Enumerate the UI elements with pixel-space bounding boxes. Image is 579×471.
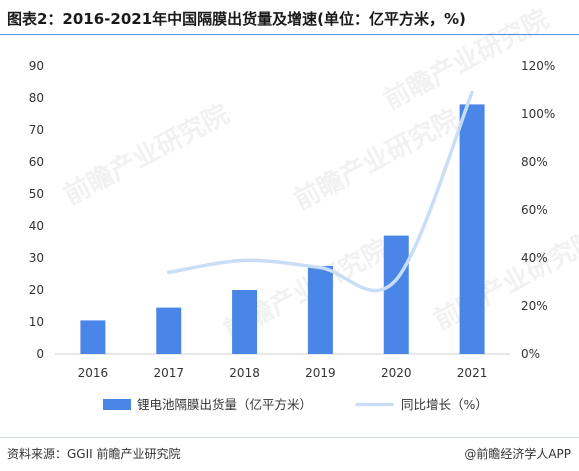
x-axis-ticks: 2016 2017 2018 2019 2020 2021 [78, 366, 488, 380]
x-tick-label: 2017 [153, 366, 184, 380]
right-tick-label: 80% [521, 155, 548, 169]
x-tick-label: 2019 [305, 366, 336, 380]
right-tick-label: 120% [521, 59, 555, 73]
title-divider [0, 34, 579, 35]
watermark-text: 前瞻产业研究院 [289, 103, 464, 216]
left-tick-label: 70 [29, 123, 44, 137]
right-axis-ticks: 0% 20% 40% 60% 80% 100% 120% [521, 59, 555, 361]
legend-bar-label: 锂电池隔膜出货量（亿平方米） [137, 397, 312, 412]
legend-line-label: 同比增长（%） [401, 397, 488, 412]
x-tick-label: 2018 [229, 366, 260, 380]
bar-2016 [80, 320, 106, 354]
bar-2020 [383, 235, 409, 354]
left-tick-label: 30 [29, 251, 44, 265]
line-series [167, 90, 474, 293]
right-tick-label: 40% [521, 251, 548, 265]
legend: 锂电池隔膜出货量（亿平方米） 同比增长（%） [103, 397, 488, 412]
left-tick-label: 20 [29, 283, 44, 297]
left-tick-label: 80 [29, 91, 44, 105]
brand-label: @前瞻经济学人APP [464, 447, 571, 461]
x-tick-label: 2016 [78, 366, 109, 380]
right-tick-label: 0% [521, 347, 540, 361]
bar-2018 [232, 290, 258, 354]
footer-divider [0, 437, 579, 438]
chart-title: 图表2：2016-2021年中国隔膜出货量及增速(单位：亿平方米，%) [7, 10, 466, 28]
left-tick-label: 40 [29, 219, 44, 233]
bar-2019 [307, 266, 333, 354]
right-tick-label: 20% [521, 299, 548, 313]
x-tick-label: 2021 [457, 366, 488, 380]
left-tick-label: 90 [29, 59, 44, 73]
growth-line [167, 90, 474, 293]
x-tick-label: 2020 [381, 366, 412, 380]
watermark-text: 前瞻产业研究院 [429, 223, 579, 336]
watermark-text: 前瞻产业研究院 [59, 98, 234, 211]
right-tick-label: 60% [521, 203, 548, 217]
bar-2017 [156, 307, 182, 354]
left-tick-label: 10 [29, 315, 44, 329]
bar-series [80, 104, 485, 355]
source-note: 资料来源：GGII 前瞻产业研究院 [7, 447, 181, 461]
legend-bar-swatch [103, 399, 131, 410]
left-tick-label: 0 [36, 347, 44, 361]
right-tick-label: 100% [521, 107, 555, 121]
left-tick-label: 50 [29, 187, 44, 201]
left-axis-ticks: 0 10 20 30 40 50 60 70 80 90 [29, 59, 44, 361]
bar-2021 [459, 104, 485, 355]
left-tick-label: 60 [29, 155, 44, 169]
